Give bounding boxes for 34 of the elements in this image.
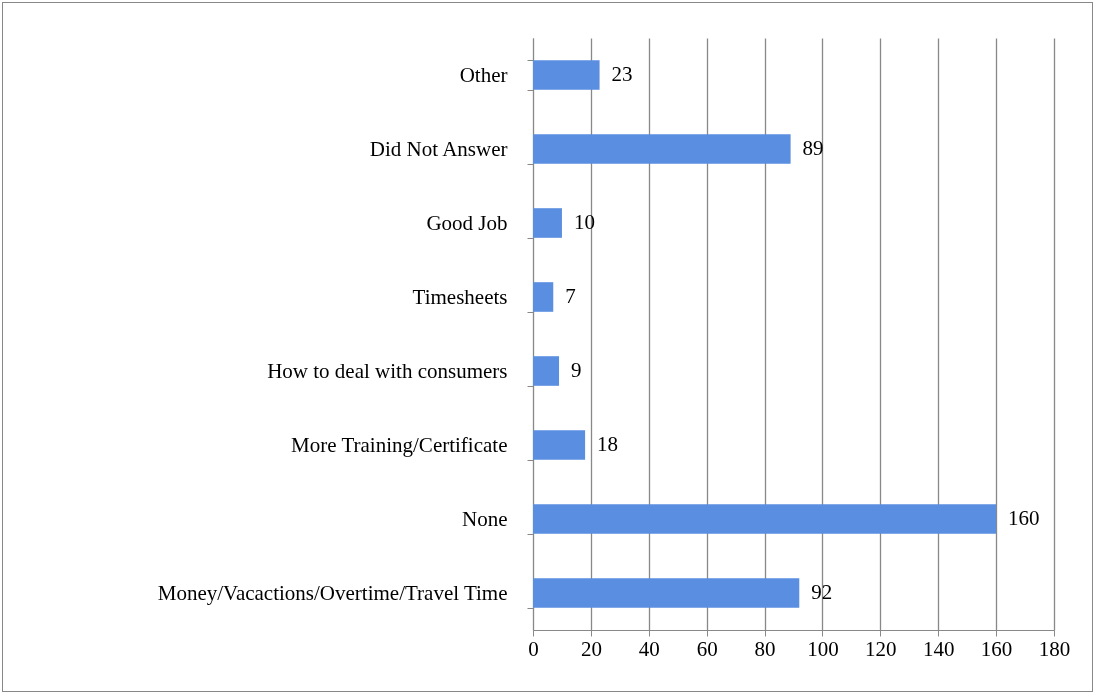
y-tick-label: How to deal with consumers xyxy=(267,358,508,383)
y-tick-label: None xyxy=(462,506,508,531)
y-tick-label: Other xyxy=(459,62,508,87)
x-tick-label: 60 xyxy=(696,636,718,661)
x-tick-label: 0 xyxy=(528,636,539,661)
data-label: 18 xyxy=(597,432,619,456)
bar xyxy=(533,282,554,312)
y-tick-label: Did Not Answer xyxy=(369,136,508,161)
x-tick-label: 120 xyxy=(865,636,897,661)
bar xyxy=(533,60,600,90)
y-tick-label: Timesheets xyxy=(412,284,508,309)
x-tick-label: 180 xyxy=(1038,636,1071,661)
x-tick-label: 40 xyxy=(638,636,660,661)
bar xyxy=(533,578,800,608)
bar xyxy=(533,430,586,460)
x-tick-label: 20 xyxy=(580,636,602,661)
y-tick-label: Good Job xyxy=(426,210,508,235)
x-tick-label: 160 xyxy=(980,636,1013,661)
x-tick-label: 80 xyxy=(754,636,776,661)
data-label: 9 xyxy=(571,358,582,382)
y-tick-label: Money/Vacactions/Overtime/Travel Time xyxy=(157,580,508,605)
x-tick-label: 140 xyxy=(922,636,955,661)
bar xyxy=(533,208,562,238)
data-label: 89 xyxy=(802,136,824,160)
data-label: 92 xyxy=(811,580,833,604)
bar xyxy=(533,504,997,534)
bar xyxy=(533,134,791,164)
data-label: 23 xyxy=(611,62,633,86)
bar xyxy=(533,356,560,386)
data-label: 7 xyxy=(565,284,576,308)
x-tick-label: 100 xyxy=(807,636,839,661)
y-tick-label: More Training/Certificate xyxy=(291,432,508,457)
data-label: 160 xyxy=(1008,506,1040,530)
data-label: 10 xyxy=(573,210,595,234)
